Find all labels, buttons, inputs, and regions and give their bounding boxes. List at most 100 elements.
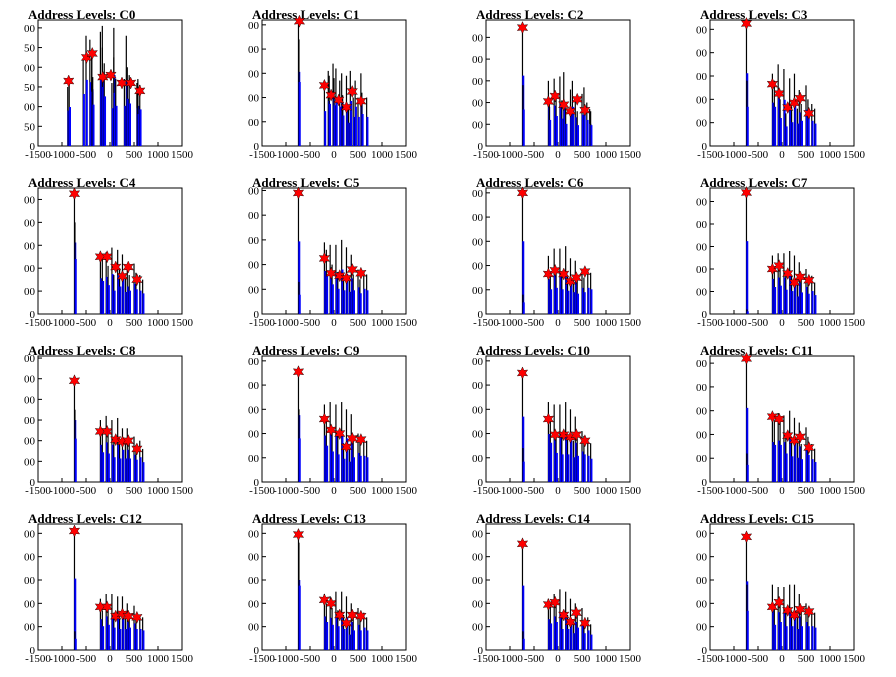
star-marker <box>773 595 785 609</box>
chart-svg: Address Levels: C50100200300400500-1500-… <box>243 175 418 329</box>
star-marker <box>134 84 146 98</box>
x-tick-label: 1500 <box>619 653 642 665</box>
y-tick-label: 100 <box>248 453 260 465</box>
plot-frame <box>37 187 183 315</box>
star-marker <box>68 187 81 201</box>
star-marker <box>571 92 583 106</box>
star-marker <box>325 423 337 437</box>
x-tick-label: 1500 <box>843 149 866 161</box>
x-tick-label: 1000 <box>595 149 618 161</box>
x-tick-label: 1000 <box>371 317 394 329</box>
chart-panel-2: Address Levels: C20100200300400500-1500-… <box>467 4 672 168</box>
star-marker <box>773 87 785 100</box>
x-tick-label: 1500 <box>171 317 194 329</box>
chart-title: Address Levels: C12 <box>28 511 142 526</box>
x-tick-label: -1500 <box>473 653 499 665</box>
y-tick-label: 400 <box>696 48 708 60</box>
star-marker <box>292 186 305 200</box>
x-tick-label: 500 <box>350 653 367 665</box>
star-marker <box>293 14 306 28</box>
x-tick-label: 1500 <box>843 485 866 497</box>
star-marker <box>101 600 113 614</box>
x-tick-label: -1500 <box>473 485 499 497</box>
y-tick-label: 400 <box>248 44 260 56</box>
x-tick-label: -1500 <box>473 149 499 161</box>
x-tick-label: -1000 <box>49 317 75 329</box>
x-tick-label: -1000 <box>721 317 747 329</box>
chart-panel-14: Address Levels: C14 0 100 200 300 400 500 -1500… <box>467 508 672 672</box>
y-tick-label: 200 <box>696 429 708 441</box>
star-marker <box>570 428 582 442</box>
star-marker <box>558 428 570 442</box>
x-tick-label: -1500 <box>249 485 275 497</box>
y-tick-label: 200 <box>24 62 36 74</box>
y-tick-label: 400 <box>24 552 36 564</box>
y-tick-label: 200 <box>24 598 36 610</box>
star-marker <box>803 273 815 287</box>
y-tick-label: 0 <box>30 645 36 657</box>
star-marker <box>579 265 591 279</box>
x-tick-label: 500 <box>574 149 591 161</box>
x-tick-label: 1000 <box>147 149 170 161</box>
chart-title: Address Levels: C3 <box>700 7 808 22</box>
x-tick-label: -500 <box>300 149 321 161</box>
x-tick-label: -1500 <box>697 653 723 665</box>
y-tick-label: 300 <box>248 68 260 80</box>
x-tick-label: 0 <box>555 317 561 329</box>
star-marker <box>549 89 561 103</box>
x-tick-label: 500 <box>574 653 591 665</box>
star-marker <box>333 93 345 107</box>
x-tick-label: 0 <box>107 149 113 161</box>
y-tick-label: 200 <box>472 598 484 610</box>
x-tick-label: -1000 <box>273 149 299 161</box>
x-tick-label: 1500 <box>395 485 418 497</box>
star-marker <box>122 434 134 448</box>
y-tick-label: 500 <box>24 194 36 206</box>
y-tick-label: 100 <box>472 453 484 465</box>
x-tick-label: -1500 <box>473 317 499 329</box>
x-tick-label: -1000 <box>721 149 747 161</box>
x-tick-label: -1000 <box>49 149 75 161</box>
x-tick-label: 1500 <box>843 317 866 329</box>
x-tick-label: 1500 <box>395 149 418 161</box>
star-marker <box>346 263 358 277</box>
chart-svg: Address Levels: C10100200300400500-1500-… <box>243 7 418 161</box>
x-tick-label: -1500 <box>25 485 51 497</box>
chart-svg: Address Levels: C40100200300400500-1500-… <box>19 175 194 329</box>
x-tick-label: 1000 <box>147 653 170 665</box>
chart-title: Address Levels: C10 <box>476 343 590 358</box>
x-tick-label: 0 <box>107 317 113 329</box>
star-marker <box>355 433 367 447</box>
x-tick-label: 0 <box>779 485 785 497</box>
star-marker <box>558 267 570 281</box>
chart-svg: Address Levels: C11 0 100 200 300 400 500 -1500… <box>691 343 866 497</box>
y-tick-label: 200 <box>472 261 484 273</box>
y-tick-label: 400 <box>472 54 484 66</box>
star-marker <box>340 100 353 114</box>
y-tick-label: 200 <box>696 264 708 276</box>
star-marker <box>318 78 331 92</box>
star-marker <box>766 410 779 424</box>
star-marker <box>116 76 128 90</box>
x-tick-label: 1000 <box>819 317 842 329</box>
plot-frame <box>485 187 631 315</box>
y-tick-label: 0 <box>478 309 484 321</box>
y-tick-label: 200 <box>472 98 484 110</box>
star-marker <box>803 441 815 455</box>
y-tick-label: 50 <box>24 121 36 133</box>
x-tick-label: 500 <box>798 485 815 497</box>
x-tick-label: 0 <box>331 149 337 161</box>
y-tick-label: 500 <box>248 356 260 368</box>
x-tick-label: 1500 <box>619 149 642 161</box>
chart-panel-3: Address Levels: C30100200300400500-1500-… <box>691 4 896 168</box>
x-tick-label: -500 <box>76 485 97 497</box>
star-marker <box>325 88 337 102</box>
x-tick-label: -1000 <box>49 653 75 665</box>
chart-svg: Address Levels: C10 0 100 200 300 400 500 -1500… <box>467 343 642 497</box>
star-marker <box>579 434 591 448</box>
star-marker <box>803 605 815 618</box>
chart-svg: Address Levels: C90100200300400500-1500-… <box>243 343 418 497</box>
y-tick-label: 100 <box>696 287 708 299</box>
chart-title: Address Levels: C5 <box>252 175 360 190</box>
